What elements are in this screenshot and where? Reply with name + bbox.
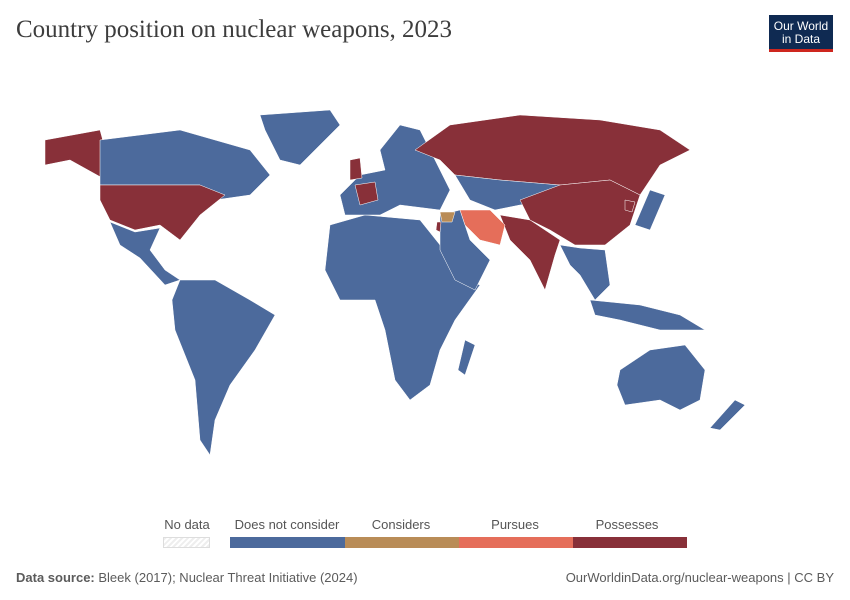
legend-label-possesses: Possesses xyxy=(595,517,659,532)
region-new-zealand[interactable] xyxy=(709,399,746,431)
legend-bin-possesses[interactable] xyxy=(573,537,687,548)
region-india-pakistan[interactable] xyxy=(499,214,561,291)
legend-no-data-label: No data xyxy=(164,517,210,532)
region-indonesia[interactable] xyxy=(589,299,706,331)
region-southeast-asia[interactable] xyxy=(559,244,611,301)
chart-title: Country position on nuclear weapons, 202… xyxy=(16,16,453,43)
legend-bin-pursues[interactable] xyxy=(459,537,573,548)
owid-logo[interactable]: Our World in Data xyxy=(769,15,833,52)
region-france[interactable] xyxy=(354,181,379,206)
legend-no-data-swatch xyxy=(163,537,210,548)
world-map xyxy=(44,109,746,456)
region-iran[interactable] xyxy=(459,209,506,246)
legend-label-pursues: Pursues xyxy=(491,517,539,532)
logo-line-1: Our World xyxy=(773,19,829,33)
legend-label-considers: Considers xyxy=(371,517,431,532)
region-australia[interactable] xyxy=(616,344,706,411)
source-label: Data source: xyxy=(16,570,95,585)
legend-bin-considers[interactable] xyxy=(345,537,459,548)
source-text[interactable]: Bleek (2017); Nuclear Threat Initiative … xyxy=(98,570,358,585)
region-africa[interactable] xyxy=(324,214,481,401)
region-syria[interactable] xyxy=(439,211,456,223)
region-uk[interactable] xyxy=(349,157,363,181)
region-russia[interactable] xyxy=(414,114,691,196)
region-north-korea[interactable] xyxy=(624,199,636,213)
logo-line-2: in Data xyxy=(781,32,821,46)
region-japan[interactable] xyxy=(634,189,666,231)
region-alaska[interactable] xyxy=(44,129,116,186)
region-china[interactable] xyxy=(519,179,641,246)
region-israel[interactable] xyxy=(435,221,442,233)
region-madagascar[interactable] xyxy=(457,339,476,376)
region-usa[interactable] xyxy=(99,184,226,241)
region-greenland[interactable] xyxy=(259,109,341,166)
source-url[interactable]: OurWorldinData.org/nuclear-weapons | CC … xyxy=(565,570,834,585)
region-central-america[interactable] xyxy=(109,221,181,286)
legend-label-does-not-consider: Does not consider xyxy=(234,517,340,532)
data-source: Data source: Bleek (2017); Nuclear Threa… xyxy=(16,570,358,585)
region-south-america[interactable] xyxy=(171,279,276,456)
legend-bin-does-not-consider[interactable] xyxy=(230,537,345,548)
